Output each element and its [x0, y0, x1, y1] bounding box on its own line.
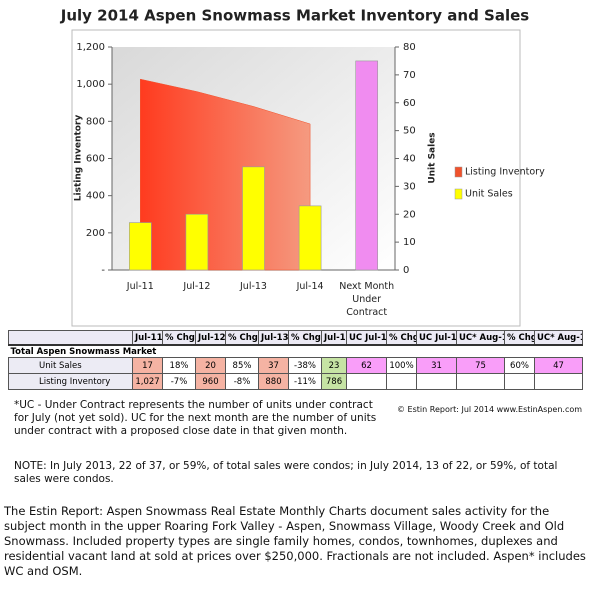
- header-cell: % Chg: [162, 330, 196, 346]
- section-label: Total Aspen Snowmass Market: [8, 344, 583, 358]
- table-cell: 85%: [225, 357, 259, 374]
- header-cell: % Chg: [386, 330, 417, 346]
- header-cell: % Chg: [288, 330, 322, 346]
- legend-label: Unit Sales: [465, 189, 513, 200]
- table-cell: 1,027: [132, 373, 163, 390]
- table-cell: 47: [534, 357, 583, 374]
- header-cell: UC Jul-14: [346, 330, 387, 346]
- y-tick-label: 1,200: [76, 42, 105, 53]
- table-cell: [456, 373, 505, 390]
- y2-tick-label: 40: [403, 154, 416, 165]
- bar: [355, 60, 379, 271]
- table-cell: 880: [258, 373, 289, 390]
- y-tick-label: 800: [86, 116, 105, 127]
- table-cell: 100%: [386, 357, 417, 374]
- table-cell: 31: [416, 357, 457, 374]
- legend-swatch: [454, 166, 463, 178]
- credit: © Estin Report: Jul 2014 www.EstinAspen.…: [397, 405, 583, 414]
- table-cell: -38%: [288, 357, 322, 374]
- x-tick-label: Jul-13: [240, 281, 267, 292]
- table-row: Listing Inventory 1,027 -7% 960 -8% 880 -11% 78…: [8, 373, 583, 390]
- y-tick-label: 400: [86, 191, 105, 202]
- chart-title: July 2014 Aspen Snowmass Market Inventor…: [60, 7, 530, 25]
- y2-tick-label: 10: [403, 237, 416, 248]
- bar: [242, 166, 265, 271]
- table-cell: 62: [346, 357, 387, 374]
- condo-note: NOTE: In July 2013, 22 of 37, or 59%, of…: [14, 460, 558, 485]
- table-cell: [346, 373, 387, 390]
- section-row: Total Aspen Snowmass Market: [8, 344, 583, 358]
- y2-tick-label: 0: [403, 265, 409, 276]
- chart: July 2014 Aspen Snowmass Market Inventor…: [60, 7, 545, 327]
- y2-tick-label: 20: [403, 209, 416, 220]
- table-cell: -11%: [288, 373, 322, 390]
- table-cell: -7%: [162, 373, 196, 390]
- table-cell: -8%: [225, 373, 259, 390]
- header-cell: UC* Aug-13: [534, 330, 583, 346]
- header-cell: UC* Aug-14: [456, 330, 505, 346]
- table-cell: 18%: [162, 357, 196, 374]
- table-cell: [416, 373, 457, 390]
- bar: [298, 205, 322, 271]
- description: The Estin Report: Aspen Snowmass Real Es…: [4, 504, 586, 578]
- legend-label: Listing Inventory: [465, 167, 545, 178]
- table-cell: 786: [321, 373, 347, 390]
- table-cell: [504, 373, 535, 390]
- y-tick-label: -: [101, 265, 105, 276]
- y-tick-label: 600: [86, 154, 105, 165]
- table-cell: 60%: [504, 357, 535, 374]
- header-cell: % Chg: [504, 330, 535, 346]
- bar: [185, 213, 209, 271]
- x-tick-label: Jul-12: [183, 281, 211, 292]
- table-cell: 20: [195, 357, 226, 374]
- header-cell: Jul-13: [258, 330, 289, 346]
- uc-note: *UC - Under Contract represents the numb…: [14, 399, 377, 437]
- y-axis-label: Listing Inventory: [74, 115, 84, 202]
- header-cell: Jul-11: [132, 330, 163, 346]
- y2-tick-label: 60: [403, 98, 416, 109]
- table-cell: [386, 373, 417, 390]
- table-cell: [534, 373, 583, 390]
- y2-tick-label: 70: [403, 70, 416, 81]
- table-cell: 23: [321, 357, 347, 374]
- y-tick-label: 200: [86, 228, 105, 239]
- header-cell: Jul-14: [321, 330, 347, 346]
- y2-tick-label: 50: [403, 126, 416, 137]
- y2-tick-label: 30: [403, 181, 416, 192]
- table-cell: 17: [132, 357, 163, 374]
- table-cell: 960: [195, 373, 226, 390]
- y2-tick-label: 80: [403, 42, 416, 53]
- y-tick-label: 1,000: [76, 79, 105, 90]
- legend-swatch: [454, 188, 463, 200]
- y2-axis-label: Unit Sales: [428, 132, 438, 183]
- header-cell: % Chg: [225, 330, 259, 346]
- header-cell: [8, 330, 133, 346]
- header-cell: UC Jul-13: [416, 330, 457, 346]
- header-cell: Jul-12: [195, 330, 226, 346]
- x-tick-label: Jul-11: [126, 281, 154, 292]
- table-cell: 75: [456, 357, 505, 374]
- x-tick-label: Next Month Under Contract: [339, 281, 395, 318]
- row-label: Unit Sales: [8, 357, 133, 374]
- bar: [129, 222, 152, 271]
- table-cell: 37: [258, 357, 289, 374]
- table-row: Unit Sales 17 18% 20 85% 37 -38% 23 62 100% 31 75 60…: [8, 357, 583, 374]
- x-tick-label: Jul-14: [296, 281, 324, 292]
- row-label: Listing Inventory: [8, 373, 133, 390]
